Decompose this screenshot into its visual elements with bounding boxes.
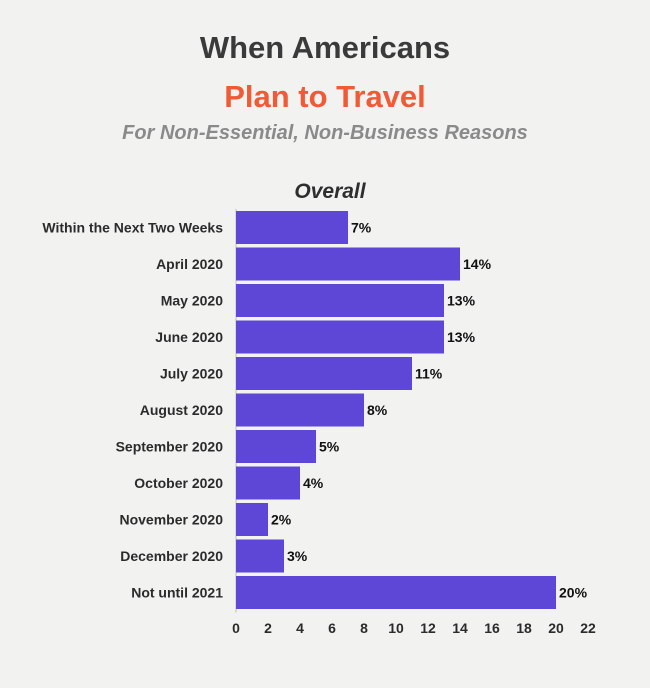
category-label: August 2020	[140, 402, 223, 418]
bar	[236, 466, 300, 500]
bar	[236, 320, 444, 354]
bar	[236, 576, 556, 609]
page-title-accent: Plan to Travel	[224, 79, 426, 114]
bar	[236, 247, 460, 281]
x-tick-label: 12	[420, 620, 436, 636]
x-tick-label: 10	[388, 620, 404, 636]
chart-title: Overall	[294, 180, 366, 203]
x-tick-label: 22	[580, 620, 596, 636]
page-subtitle: For Non-Essential, Non-Business Reasons	[122, 122, 528, 144]
bar	[236, 539, 284, 573]
data-label: 3%	[287, 548, 308, 564]
category-label: November 2020	[119, 512, 223, 528]
category-label: May 2020	[161, 293, 223, 309]
data-label: 5%	[319, 439, 340, 455]
category-label: April 2020	[156, 256, 223, 272]
bar	[236, 284, 444, 317]
x-tick-label: 6	[328, 620, 336, 636]
data-label: 4%	[303, 475, 324, 491]
category-label: December 2020	[120, 548, 223, 564]
bar	[236, 503, 268, 536]
data-label: 11%	[415, 366, 443, 382]
category-label: July 2020	[160, 366, 223, 382]
bar	[236, 393, 364, 427]
x-tick-label: 0	[232, 620, 240, 636]
data-label: 13%	[447, 293, 476, 309]
x-tick-label: 20	[548, 620, 564, 636]
bar	[236, 211, 348, 244]
x-tick-label: 8	[360, 620, 368, 636]
category-label: September 2020	[116, 439, 224, 455]
category-label: Not until 2021	[131, 585, 223, 601]
data-label: 13%	[447, 329, 476, 345]
bar	[236, 357, 412, 390]
data-label: 8%	[367, 402, 388, 418]
x-tick-label: 16	[484, 620, 500, 636]
category-label: June 2020	[155, 329, 223, 345]
data-label: 7%	[351, 220, 372, 236]
page-title: When Americans	[199, 30, 451, 65]
x-tick-label: 4	[296, 620, 304, 636]
data-label: 20%	[559, 585, 588, 601]
x-tick-label: 14	[452, 620, 468, 636]
data-label: 14%	[463, 256, 492, 272]
x-tick-label: 2	[264, 620, 272, 636]
data-label: 2%	[271, 512, 292, 528]
category-label: Within the Next Two Weeks	[42, 220, 223, 236]
bar	[236, 430, 316, 463]
x-tick-label: 18	[516, 620, 532, 636]
category-label: October 2020	[134, 475, 223, 491]
